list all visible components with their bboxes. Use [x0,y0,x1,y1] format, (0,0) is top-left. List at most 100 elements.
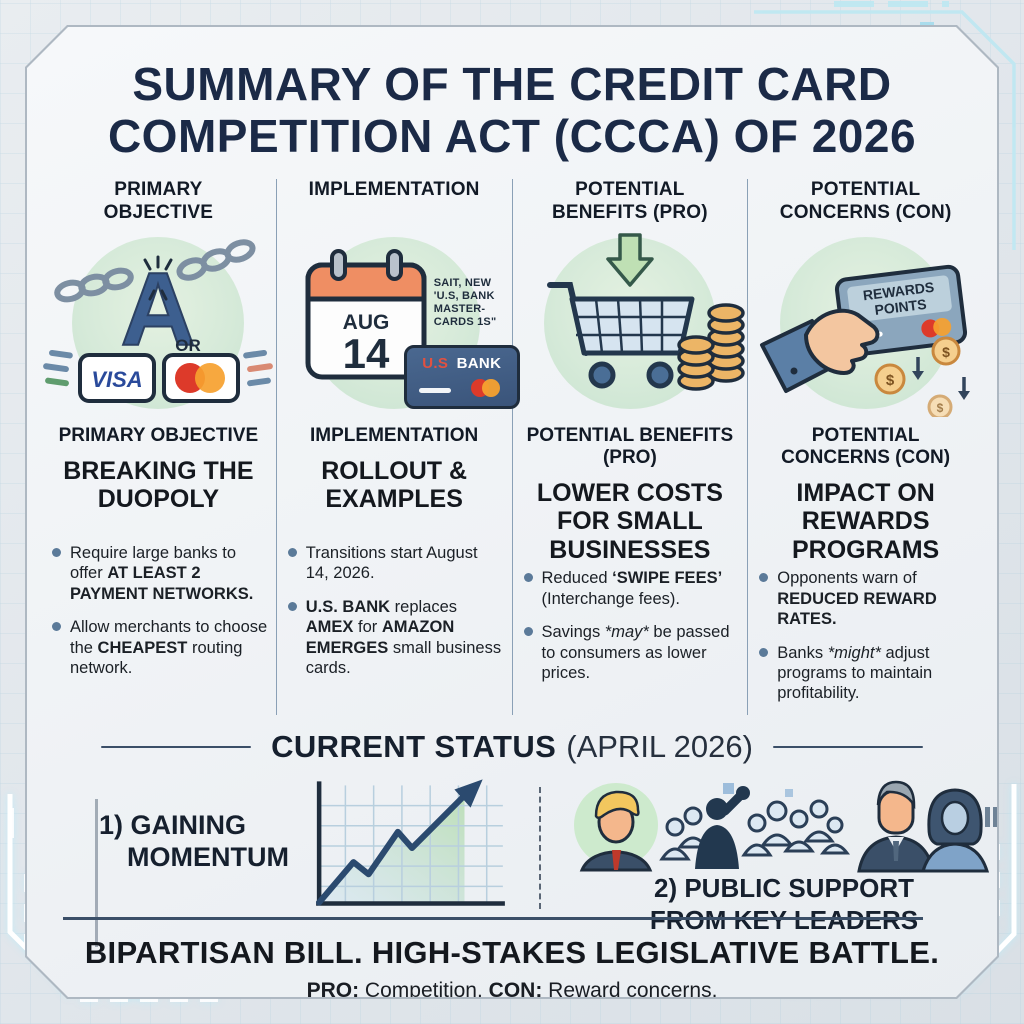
calendar-month: AUG [343,311,390,334]
chart-grid [319,785,503,902]
column-header: POTENTIAL BENEFITS (PRO) [551,179,708,223]
column-subtitle: POTENTIAL CONCERNS (CON) [781,425,951,468]
bullet-text: U.S. BANK replaces AMEX for AMAZON EMERG… [305,597,502,678]
status-title-date: (APRIL 2026) [566,729,753,764]
momentum-line2: MOMENTUM [127,842,289,873]
pause-bars-decor [985,807,998,827]
rewards-card-in-hand-icon: REWARDS POINTS [750,229,982,417]
coin-stacks-icon [679,305,743,389]
note-line: MASTER- [433,302,486,315]
bullet-text: Opponents warn of REDUCED REWARD RATES. [777,569,937,629]
bullet-item: Opponents warn of REDUCED REWARD RATES. [759,568,976,629]
or-label: OR [176,336,202,355]
us-bank-red-label: U.S [422,355,449,372]
bullet-item: Transitions start August 14, 2026. [288,543,505,584]
bullet-dot [759,648,768,657]
icon-area: AUG 14 SAIT, NEW 'U.S, BANK MASTER- CARD… [286,229,503,417]
columns-section: PRIMARY OBJECTIVE A [41,179,983,715]
column-header: POTENTIAL CONCERNS (CON) [779,179,952,223]
coin-dollar: $ [942,344,950,360]
icon-area [522,229,739,417]
broken-chain-over-duopoly-icon: A [42,229,274,417]
public-support-people-icons [569,775,999,880]
status-item-public-support: 2) PUBLIC SUPPORT FROM KEY LEADERS [569,873,999,936]
page-title-line1: SUMMARY OF THE CREDIT CARD [132,58,892,110]
main-card-border: SUMMARY OF THE CREDIT CARD COMPETITION A… [25,25,999,999]
speed-lines-left [42,349,73,387]
us-bank-card-icon: U.S BANK [404,345,520,409]
note-line: 'U.S, BANK [433,289,495,302]
leader-avatar-icon [574,783,658,870]
left-edge-line-decor [95,799,98,947]
bullet-list: Transitions start August 14, 2026. U.S. … [284,543,505,679]
bullet-dot [759,573,768,582]
pro-label: PRO: [306,979,360,1002]
column-implementation: IMPLEMENTATION AUG 14 [276,179,512,715]
speed-lines-right [243,349,274,387]
column-heading: BREAKING THE DUOPOLY [63,456,254,514]
rewards-label-line2: POINTS [873,296,927,318]
chart-axes [316,781,505,903]
bullet-item: Require large banks to offer AT LEAST 2 … [52,543,269,604]
bullet-text: Transitions start August 14, 2026. [305,543,478,583]
icon-area: REWARDS POINTS [757,229,974,417]
visa-label: VISA [92,367,143,392]
bullet-text: Reduced ‘SWIPE FEES’ (Interchange fees). [541,569,723,608]
note-line: CARDS 1S" [433,315,497,328]
bullet-text: Require large banks to offer AT LEAST 2 … [70,543,254,603]
card-number-dash [419,388,451,393]
down-arrow-icon [608,235,652,285]
mastercard-icon [164,355,238,401]
page-title-line2: COMPETITION ACT (CCCA) OF 2026 [107,109,917,162]
calendar-aug-14-icon: AUG 14 [278,229,510,417]
businessman-icon [859,782,933,871]
falling-coins-icon: $ $ $ [876,338,970,417]
bullet-dot [52,548,61,557]
bullet-dot [52,622,61,631]
con-text: Reward concerns. [548,979,718,1002]
bullet-dot [288,602,297,611]
hand [806,311,877,373]
con-label: CON: [488,979,543,1002]
bullet-item: Reduced ‘SWIPE FEES’ (Interchange fees). [524,568,741,609]
column-potential-concerns: POTENTIAL CONCERNS (CON) REWARDS POINTS [747,179,983,715]
calendar-body: AUG 14 [308,251,424,377]
footer-subline: PRO: Competition. CON: Reward concerns. [27,979,997,1003]
column-primary-objective: PRIMARY OBJECTIVE A [41,179,276,715]
current-status-header: CURRENT STATUS (APRIL 2026) [27,729,997,765]
page-title: SUMMARY OF THE CREDIT CARD COMPETITION A… [27,59,997,162]
calendar-day: 14 [343,330,390,377]
coin-dollar: $ [885,372,894,389]
chart-trend-line [319,798,462,903]
bullet-item: Banks *might* adjust programs to maintai… [759,643,976,704]
column-subtitle: IMPLEMENTATION [310,425,479,446]
column-header: PRIMARY OBJECTIVE [103,179,214,223]
status-item-momentum: 1) GAINING MOMENTUM [99,809,299,874]
us-bank-card-brand: U.S BANK [407,355,517,372]
footer-headline: BIPARTISAN BILL. HIGH-STAKES LEGISLATIVE… [84,935,940,970]
bullet-item: U.S. BANK replaces AMEX for AMAZON EMERG… [288,597,505,679]
visa-card-icon: VISA [80,355,154,401]
support-line2: FROM KEY LEADERS [649,904,919,935]
businesswoman-icon [923,790,987,871]
column-subtitle: POTENTIAL BENEFITS (PRO) [526,425,734,468]
crowd-rally-icon [662,783,847,869]
bullet-list: Opponents warn of REDUCED REWARD RATES. … [755,568,976,704]
status-dashed-divider [539,787,541,909]
column-heading: ROLLOUT & EXAMPLES [321,456,468,514]
status-underline [63,917,923,920]
bullet-text: Allow merchants to choose the CHEAPEST r… [70,618,268,678]
us-bank-white-label: BANK [456,355,502,372]
support-line1: 2) PUBLIC SUPPORT [653,873,915,903]
bullet-dot [524,627,533,636]
momentum-line1: 1) GAINING [99,810,247,840]
icon-area: A [50,229,267,417]
chart-arrow-head [454,779,482,807]
column-header: IMPLEMENTATION [308,179,480,200]
column-subtitle: PRIMARY OBJECTIVE [58,425,259,446]
mastercard-circles-icon [471,378,507,398]
status-body: 1) GAINING MOMENTUM [57,775,967,941]
chain-right [177,239,255,281]
cart-icon [550,285,692,386]
